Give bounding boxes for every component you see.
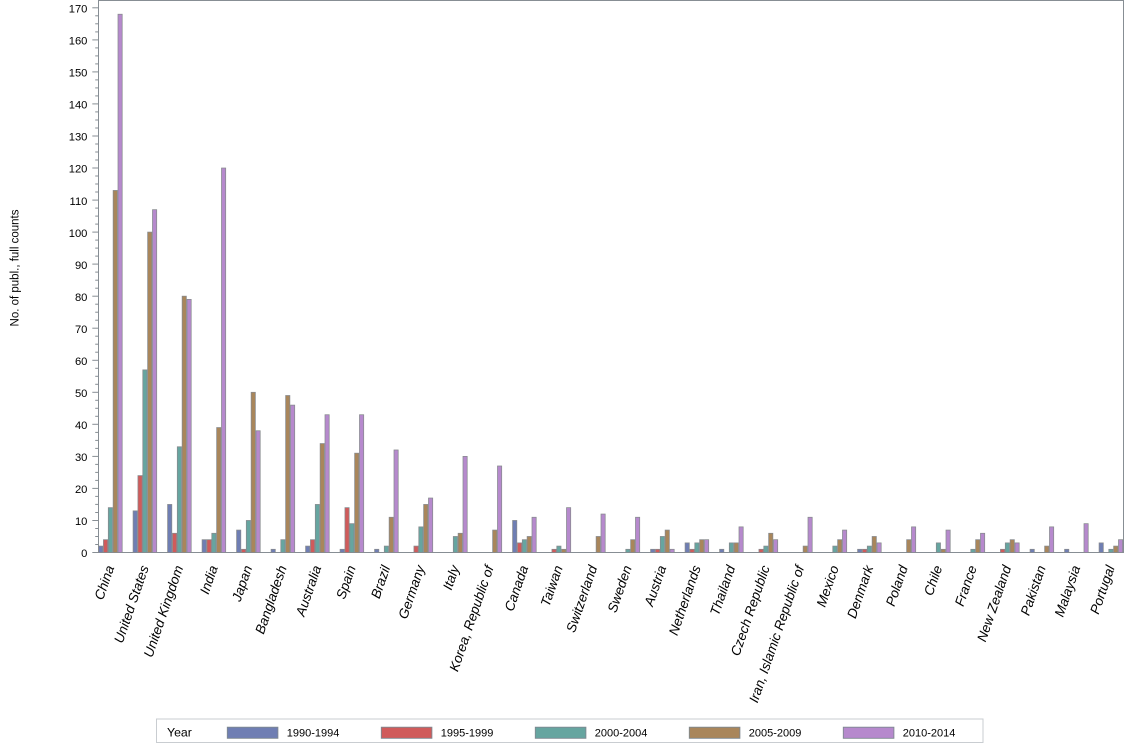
svg-text:Denmark: Denmark xyxy=(844,562,876,620)
svg-text:United States: United States xyxy=(111,563,152,645)
svg-text:France: France xyxy=(952,563,980,608)
svg-text:Malaysia: Malaysia xyxy=(1052,563,1084,619)
svg-text:No. of publ., full counts: No. of publ., full counts xyxy=(10,209,22,326)
svg-text:30: 30 xyxy=(75,452,87,464)
svg-text:Australia: Australia xyxy=(293,563,325,619)
svg-text:Italy: Italy xyxy=(440,562,463,591)
svg-text:140: 140 xyxy=(69,100,88,112)
svg-text:Spain: Spain xyxy=(333,563,358,601)
svg-text:1990-1994: 1990-1994 xyxy=(287,727,340,739)
svg-text:2000-2004: 2000-2004 xyxy=(595,727,648,739)
svg-text:Chile: Chile xyxy=(921,563,945,597)
svg-text:160: 160 xyxy=(69,36,88,48)
svg-text:20: 20 xyxy=(75,484,87,496)
svg-text:Brazil: Brazil xyxy=(368,563,393,601)
svg-text:40: 40 xyxy=(75,420,87,432)
svg-text:Switzerland: Switzerland xyxy=(563,563,600,634)
svg-text:Pakistan: Pakistan xyxy=(1018,563,1049,617)
svg-text:110: 110 xyxy=(70,196,88,208)
svg-text:Bangladesh: Bangladesh xyxy=(252,563,289,635)
svg-text:60: 60 xyxy=(75,356,87,368)
svg-text:120: 120 xyxy=(69,164,88,176)
svg-text:New Zealand: New Zealand xyxy=(974,563,1014,644)
svg-text:80: 80 xyxy=(75,292,87,304)
svg-text:Year: Year xyxy=(167,726,192,740)
svg-text:10: 10 xyxy=(75,516,87,528)
svg-text:Mexico: Mexico xyxy=(814,563,842,609)
svg-text:70: 70 xyxy=(75,324,87,336)
svg-text:Austria: Austria xyxy=(641,563,669,609)
svg-text:1995-1999: 1995-1999 xyxy=(441,727,494,739)
svg-text:Thailand: Thailand xyxy=(707,563,738,617)
svg-text:India: India xyxy=(197,563,221,596)
svg-text:2010-2014: 2010-2014 xyxy=(903,727,956,739)
svg-text:Sweden: Sweden xyxy=(605,563,635,614)
svg-text:Taiwan: Taiwan xyxy=(538,563,566,608)
svg-text:Canada: Canada xyxy=(502,563,532,613)
svg-text:China: China xyxy=(92,563,118,602)
svg-text:Poland: Poland xyxy=(883,563,911,608)
svg-text:0: 0 xyxy=(81,548,87,560)
svg-text:Netherlands: Netherlands xyxy=(666,563,704,637)
svg-text:2005-2009: 2005-2009 xyxy=(749,727,802,739)
svg-text:Portugal: Portugal xyxy=(1087,563,1118,616)
svg-text:150: 150 xyxy=(69,68,88,80)
svg-text:130: 130 xyxy=(69,132,88,144)
svg-text:50: 50 xyxy=(75,388,87,400)
svg-text:Germany: Germany xyxy=(395,562,428,621)
svg-text:100: 100 xyxy=(69,228,88,240)
svg-text:90: 90 xyxy=(75,260,87,272)
svg-text:Japan: Japan xyxy=(229,563,255,604)
svg-text:170: 170 xyxy=(69,4,88,16)
